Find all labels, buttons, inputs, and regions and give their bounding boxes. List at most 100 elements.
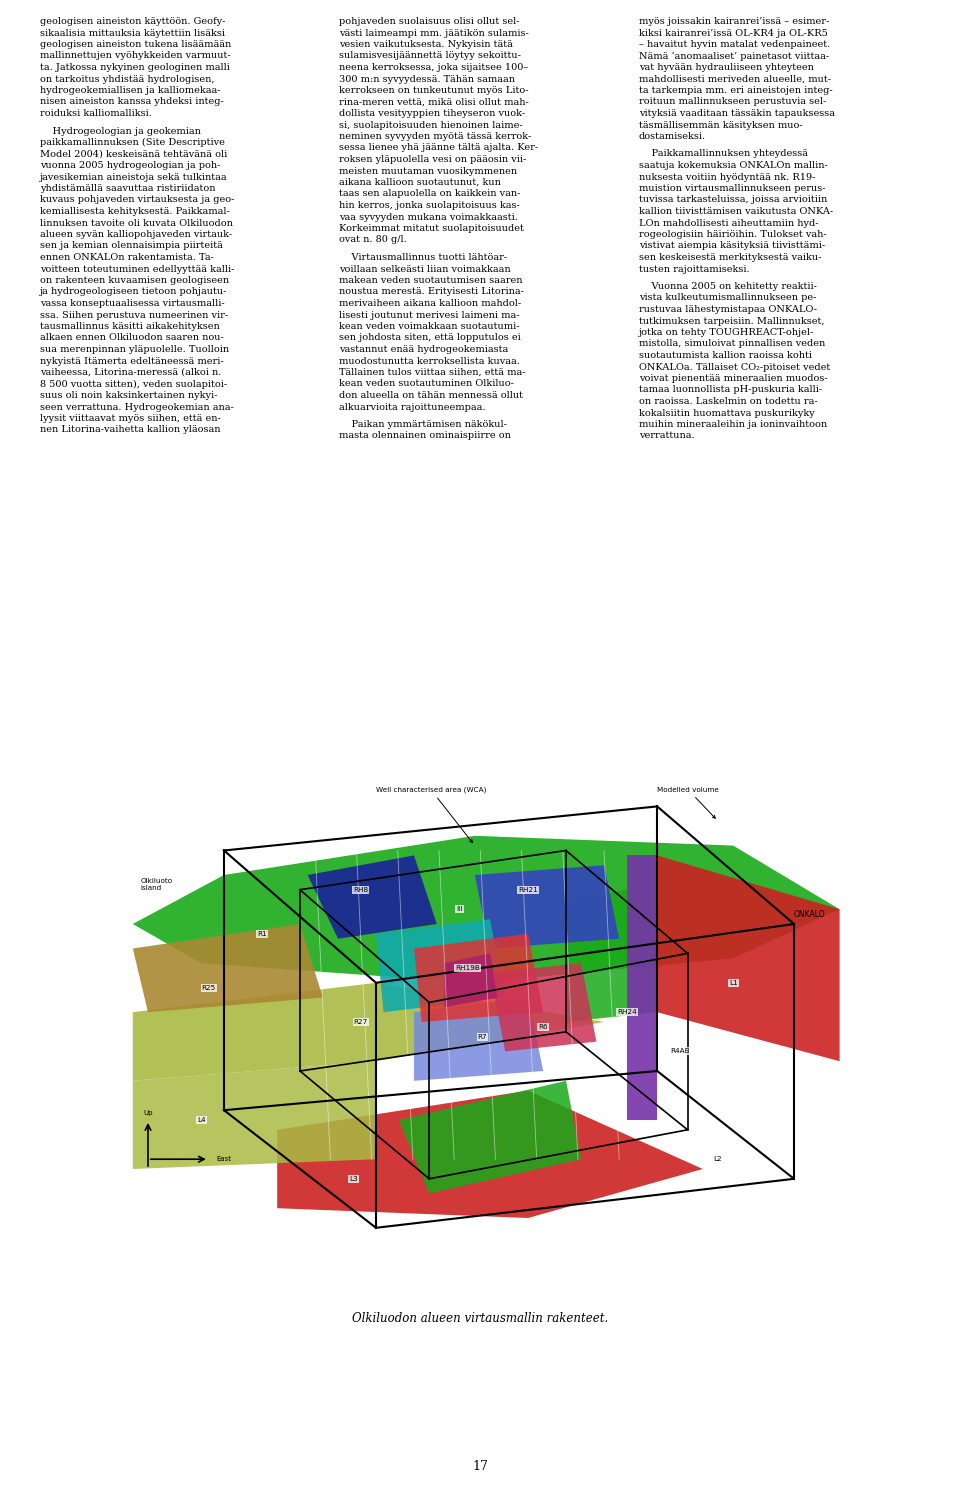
- Text: rustuvaa lähestymistapaa ONKALO-: rustuvaa lähestymistapaa ONKALO-: [638, 304, 817, 313]
- Polygon shape: [132, 983, 604, 1081]
- Text: don alueella on tähän mennessä ollut: don alueella on tähän mennessä ollut: [339, 390, 523, 399]
- Text: RH21: RH21: [518, 886, 538, 892]
- Text: mallinnettujen vyöhykkeiden varmuut-: mallinnettujen vyöhykkeiden varmuut-: [40, 51, 230, 60]
- Text: Olkiluodon alueen virtausmallin rakenteet.: Olkiluodon alueen virtausmallin rakentee…: [352, 1313, 608, 1325]
- Text: R27: R27: [353, 1019, 368, 1025]
- Text: mahdollisesti meriveden alueelle, mut-: mahdollisesti meriveden alueelle, mut-: [638, 74, 830, 83]
- Text: 17: 17: [472, 1460, 488, 1474]
- Text: tausmallinnus käsitti aikakehityksen: tausmallinnus käsitti aikakehityksen: [40, 322, 220, 332]
- Text: aikana kallioon suotautunut, kun: aikana kallioon suotautunut, kun: [339, 178, 501, 187]
- Text: linnuksen tavoite oli kuvata Olkiluodon: linnuksen tavoite oli kuvata Olkiluodon: [40, 219, 233, 228]
- Text: – havaitut hyvin matalat vedenpaineet.: – havaitut hyvin matalat vedenpaineet.: [638, 41, 829, 50]
- Text: East: East: [216, 1156, 231, 1162]
- Text: kean veden voimakkaan suotautumi-: kean veden voimakkaan suotautumi-: [339, 322, 519, 332]
- Text: Virtausmallinnus tuotti lähtöar-: Virtausmallinnus tuotti lähtöar-: [339, 253, 508, 262]
- Text: alkaen ennen Olkiluodon saaren nou-: alkaen ennen Olkiluodon saaren nou-: [40, 333, 224, 342]
- Text: noustua merestä. Erityisesti Litorina-: noustua merestä. Erityisesti Litorina-: [339, 288, 524, 297]
- Text: sen johdosta siten, että lopputulos ei: sen johdosta siten, että lopputulos ei: [339, 333, 521, 342]
- Text: LOn mahdollisesti aiheuttamiin hyd-: LOn mahdollisesti aiheuttamiin hyd-: [638, 219, 818, 228]
- Text: voitteen toteutuminen edellyyttää kalli-: voitteen toteutuminen edellyyttää kalli-: [40, 265, 234, 273]
- Text: L1: L1: [729, 980, 737, 986]
- Text: muodostunutta kerroksellista kuvaa.: muodostunutta kerroksellista kuvaa.: [339, 357, 520, 366]
- Text: sen keskeisestä merkityksestä vaiku-: sen keskeisestä merkityksestä vaiku-: [638, 253, 821, 262]
- Text: alkuarvioita rajoittuneempaa.: alkuarvioita rajoittuneempaa.: [339, 402, 486, 411]
- Text: tamaa luonnollista pH-puskuria kalli-: tamaa luonnollista pH-puskuria kalli-: [638, 386, 822, 395]
- Text: muistion virtausmallinnukseen perus-: muistion virtausmallinnukseen perus-: [638, 184, 826, 193]
- Text: lisesti joutunut merivesi laimeni ma-: lisesti joutunut merivesi laimeni ma-: [339, 310, 519, 319]
- Text: sulamisvesijäännettä löytyy sekoittu-: sulamisvesijäännettä löytyy sekoittu-: [339, 51, 521, 60]
- Text: nykyistä Itämerta edeltäneessä meri-: nykyistä Itämerta edeltäneessä meri-: [40, 357, 224, 366]
- Text: västi laimeampi mm. jäätikön sulamis-: västi laimeampi mm. jäätikön sulamis-: [339, 29, 529, 38]
- Text: suotautumista kallion raoissa kohti: suotautumista kallion raoissa kohti: [638, 351, 811, 360]
- Text: roituun mallinnukseen perustuvia sel-: roituun mallinnukseen perustuvia sel-: [638, 98, 826, 107]
- Text: myös joissakin kairanrei’issä – esimer-: myös joissakin kairanrei’issä – esimer-: [638, 17, 828, 26]
- Text: on rakenteen kuvaamisen geologiseen: on rakenteen kuvaamisen geologiseen: [40, 276, 229, 285]
- Text: nen Litorina-vaihetta kallion yläosan: nen Litorina-vaihetta kallion yläosan: [40, 425, 221, 434]
- Text: ta. Jatkossa nykyinen geologinen malli: ta. Jatkossa nykyinen geologinen malli: [40, 63, 229, 72]
- Polygon shape: [277, 1091, 703, 1218]
- Text: ennen ONKALOn rakentamista. Ta-: ennen ONKALOn rakentamista. Ta-: [40, 253, 214, 262]
- Text: paikkamallinnuksen (Site Descriptive: paikkamallinnuksen (Site Descriptive: [40, 139, 225, 148]
- Text: rina-meren vettä, mikä olisi ollut mah-: rina-meren vettä, mikä olisi ollut mah-: [339, 98, 529, 107]
- Text: Paikan ymmärtämisen näkökul-: Paikan ymmärtämisen näkökul-: [339, 420, 507, 429]
- Text: vastannut enää hydrogeokemiasta: vastannut enää hydrogeokemiasta: [339, 345, 509, 354]
- Text: yhdistämällä saavuttaa ristiriidaton: yhdistämällä saavuttaa ristiriidaton: [40, 184, 215, 193]
- Text: RH8: RH8: [353, 886, 369, 892]
- Text: tusten rajoittamiseksi.: tusten rajoittamiseksi.: [638, 265, 750, 273]
- Text: R4AB: R4AB: [670, 1049, 690, 1055]
- Text: tutkimuksen tarpeisiin. Mallinnukset,: tutkimuksen tarpeisiin. Mallinnukset,: [638, 316, 825, 326]
- Text: ssa. Siihen perustuva numeerinen vir-: ssa. Siihen perustuva numeerinen vir-: [40, 310, 228, 319]
- Text: R6: R6: [539, 1023, 548, 1029]
- Text: kean veden suotautuminen Olkiluo-: kean veden suotautuminen Olkiluo-: [339, 380, 515, 389]
- Text: ONKALOa. Tällaiset CO₂-pitoiset vedet: ONKALOa. Tällaiset CO₂-pitoiset vedet: [638, 363, 829, 372]
- Polygon shape: [658, 856, 840, 1061]
- Text: ja hydrogeologiseen tietoon pohjautu-: ja hydrogeologiseen tietoon pohjautu-: [40, 288, 228, 297]
- Text: 300 m:n syvyydessä. Tähän samaan: 300 m:n syvyydessä. Tähän samaan: [339, 74, 516, 83]
- Text: vaa syvyyden mukana voimakkaasti.: vaa syvyyden mukana voimakkaasti.: [339, 212, 518, 222]
- Text: kallion tiivisttämisen vaikutusta ONKA-: kallion tiivisttämisen vaikutusta ONKA-: [638, 206, 832, 216]
- Text: sua merenpinnan yläpuolelle. Tuolloin: sua merenpinnan yläpuolelle. Tuolloin: [40, 345, 229, 354]
- Text: sikaalisia mittauksia käytettiin lisäksi: sikaalisia mittauksia käytettiin lisäksi: [40, 29, 225, 38]
- Text: vat hyvään hydrauliiseen yhteyteen: vat hyvään hydrauliiseen yhteyteen: [638, 63, 813, 72]
- Text: R7: R7: [477, 1034, 488, 1040]
- Text: geologisen aineiston käyttöön. Geofy-: geologisen aineiston käyttöön. Geofy-: [40, 17, 226, 26]
- Text: on tarkoitus yhdistää hydrologisen,: on tarkoitus yhdistää hydrologisen,: [40, 74, 214, 83]
- Text: III: III: [456, 906, 463, 912]
- Polygon shape: [627, 856, 658, 1120]
- Text: Olkiluoto
island: Olkiluoto island: [140, 879, 173, 891]
- Text: masta olennainen ominaispiirre on: masta olennainen ominaispiirre on: [339, 431, 512, 440]
- Text: verrattuna.: verrattuna.: [638, 431, 694, 440]
- Text: neminen syvyyden myötä tässä kerrok-: neminen syvyyden myötä tässä kerrok-: [339, 133, 532, 142]
- Polygon shape: [490, 963, 596, 1052]
- Text: Modelled volume: Modelled volume: [658, 787, 719, 818]
- Text: sen ja kemian olennaisimpia piirteitä: sen ja kemian olennaisimpia piirteitä: [40, 241, 223, 250]
- Text: taas sen alapuolella on kaikkein van-: taas sen alapuolella on kaikkein van-: [339, 190, 520, 199]
- Text: tuvissa tarkasteluissa, joissa arvioitiin: tuvissa tarkasteluissa, joissa arvioitii…: [638, 196, 827, 205]
- Text: pohjaveden suolaisuus olisi ollut sel-: pohjaveden suolaisuus olisi ollut sel-: [339, 17, 519, 26]
- Text: lyysit viittaavat myös siihen, että en-: lyysit viittaavat myös siihen, että en-: [40, 414, 221, 423]
- Text: kerrokseen on tunkeutunut myös Lito-: kerrokseen on tunkeutunut myös Lito-: [339, 86, 529, 95]
- Text: roksen yläpuolella vesi on pääosin vii-: roksen yläpuolella vesi on pääosin vii-: [339, 155, 527, 164]
- Polygon shape: [414, 934, 543, 1022]
- Text: dostamiseksi.: dostamiseksi.: [638, 133, 706, 142]
- Text: RH24: RH24: [617, 1010, 636, 1016]
- Text: makean veden suotautumisen saaren: makean veden suotautumisen saaren: [339, 276, 523, 285]
- Text: Well characterised area (WCA): Well characterised area (WCA): [376, 787, 487, 842]
- Text: Tällainen tulos viittaa siihen, että ma-: Tällainen tulos viittaa siihen, että ma-: [339, 368, 526, 377]
- Text: mistolla, simuloivat pinnallisen veden: mistolla, simuloivat pinnallisen veden: [638, 339, 825, 348]
- Text: dollista vesityyppien tiheyseron vuok-: dollista vesityyppien tiheyseron vuok-: [339, 109, 525, 118]
- Polygon shape: [132, 924, 323, 1013]
- Text: 8 500 vuotta sitten), veden suolapitoi-: 8 500 vuotta sitten), veden suolapitoi-: [40, 380, 228, 389]
- Text: Hydrogeologian ja geokemian: Hydrogeologian ja geokemian: [40, 127, 201, 136]
- Polygon shape: [132, 836, 840, 983]
- Text: vista kulkeutumismallinnukseen pe-: vista kulkeutumismallinnukseen pe-: [638, 294, 816, 303]
- Polygon shape: [307, 856, 437, 939]
- Text: kemiallisesta kehityksestä. Paikkamal-: kemiallisesta kehityksestä. Paikkamal-: [40, 206, 229, 216]
- Text: Nämä ‘anomaaliset’ painetasot viittaa-: Nämä ‘anomaaliset’ painetasot viittaa-: [638, 51, 828, 60]
- Text: voillaan selkeästi liian voimakkaan: voillaan selkeästi liian voimakkaan: [339, 265, 511, 273]
- Text: muihin mineraaleihin ja ioninvaihtoon: muihin mineraaleihin ja ioninvaihtoon: [638, 420, 827, 429]
- Polygon shape: [132, 1061, 376, 1169]
- Text: nuksesta voitiin hyödyntää nk. R19-: nuksesta voitiin hyödyntää nk. R19-: [638, 172, 815, 181]
- Text: täsmällisemmän käsityksen muo-: täsmällisemmän käsityksen muo-: [638, 121, 803, 130]
- Polygon shape: [566, 885, 658, 1022]
